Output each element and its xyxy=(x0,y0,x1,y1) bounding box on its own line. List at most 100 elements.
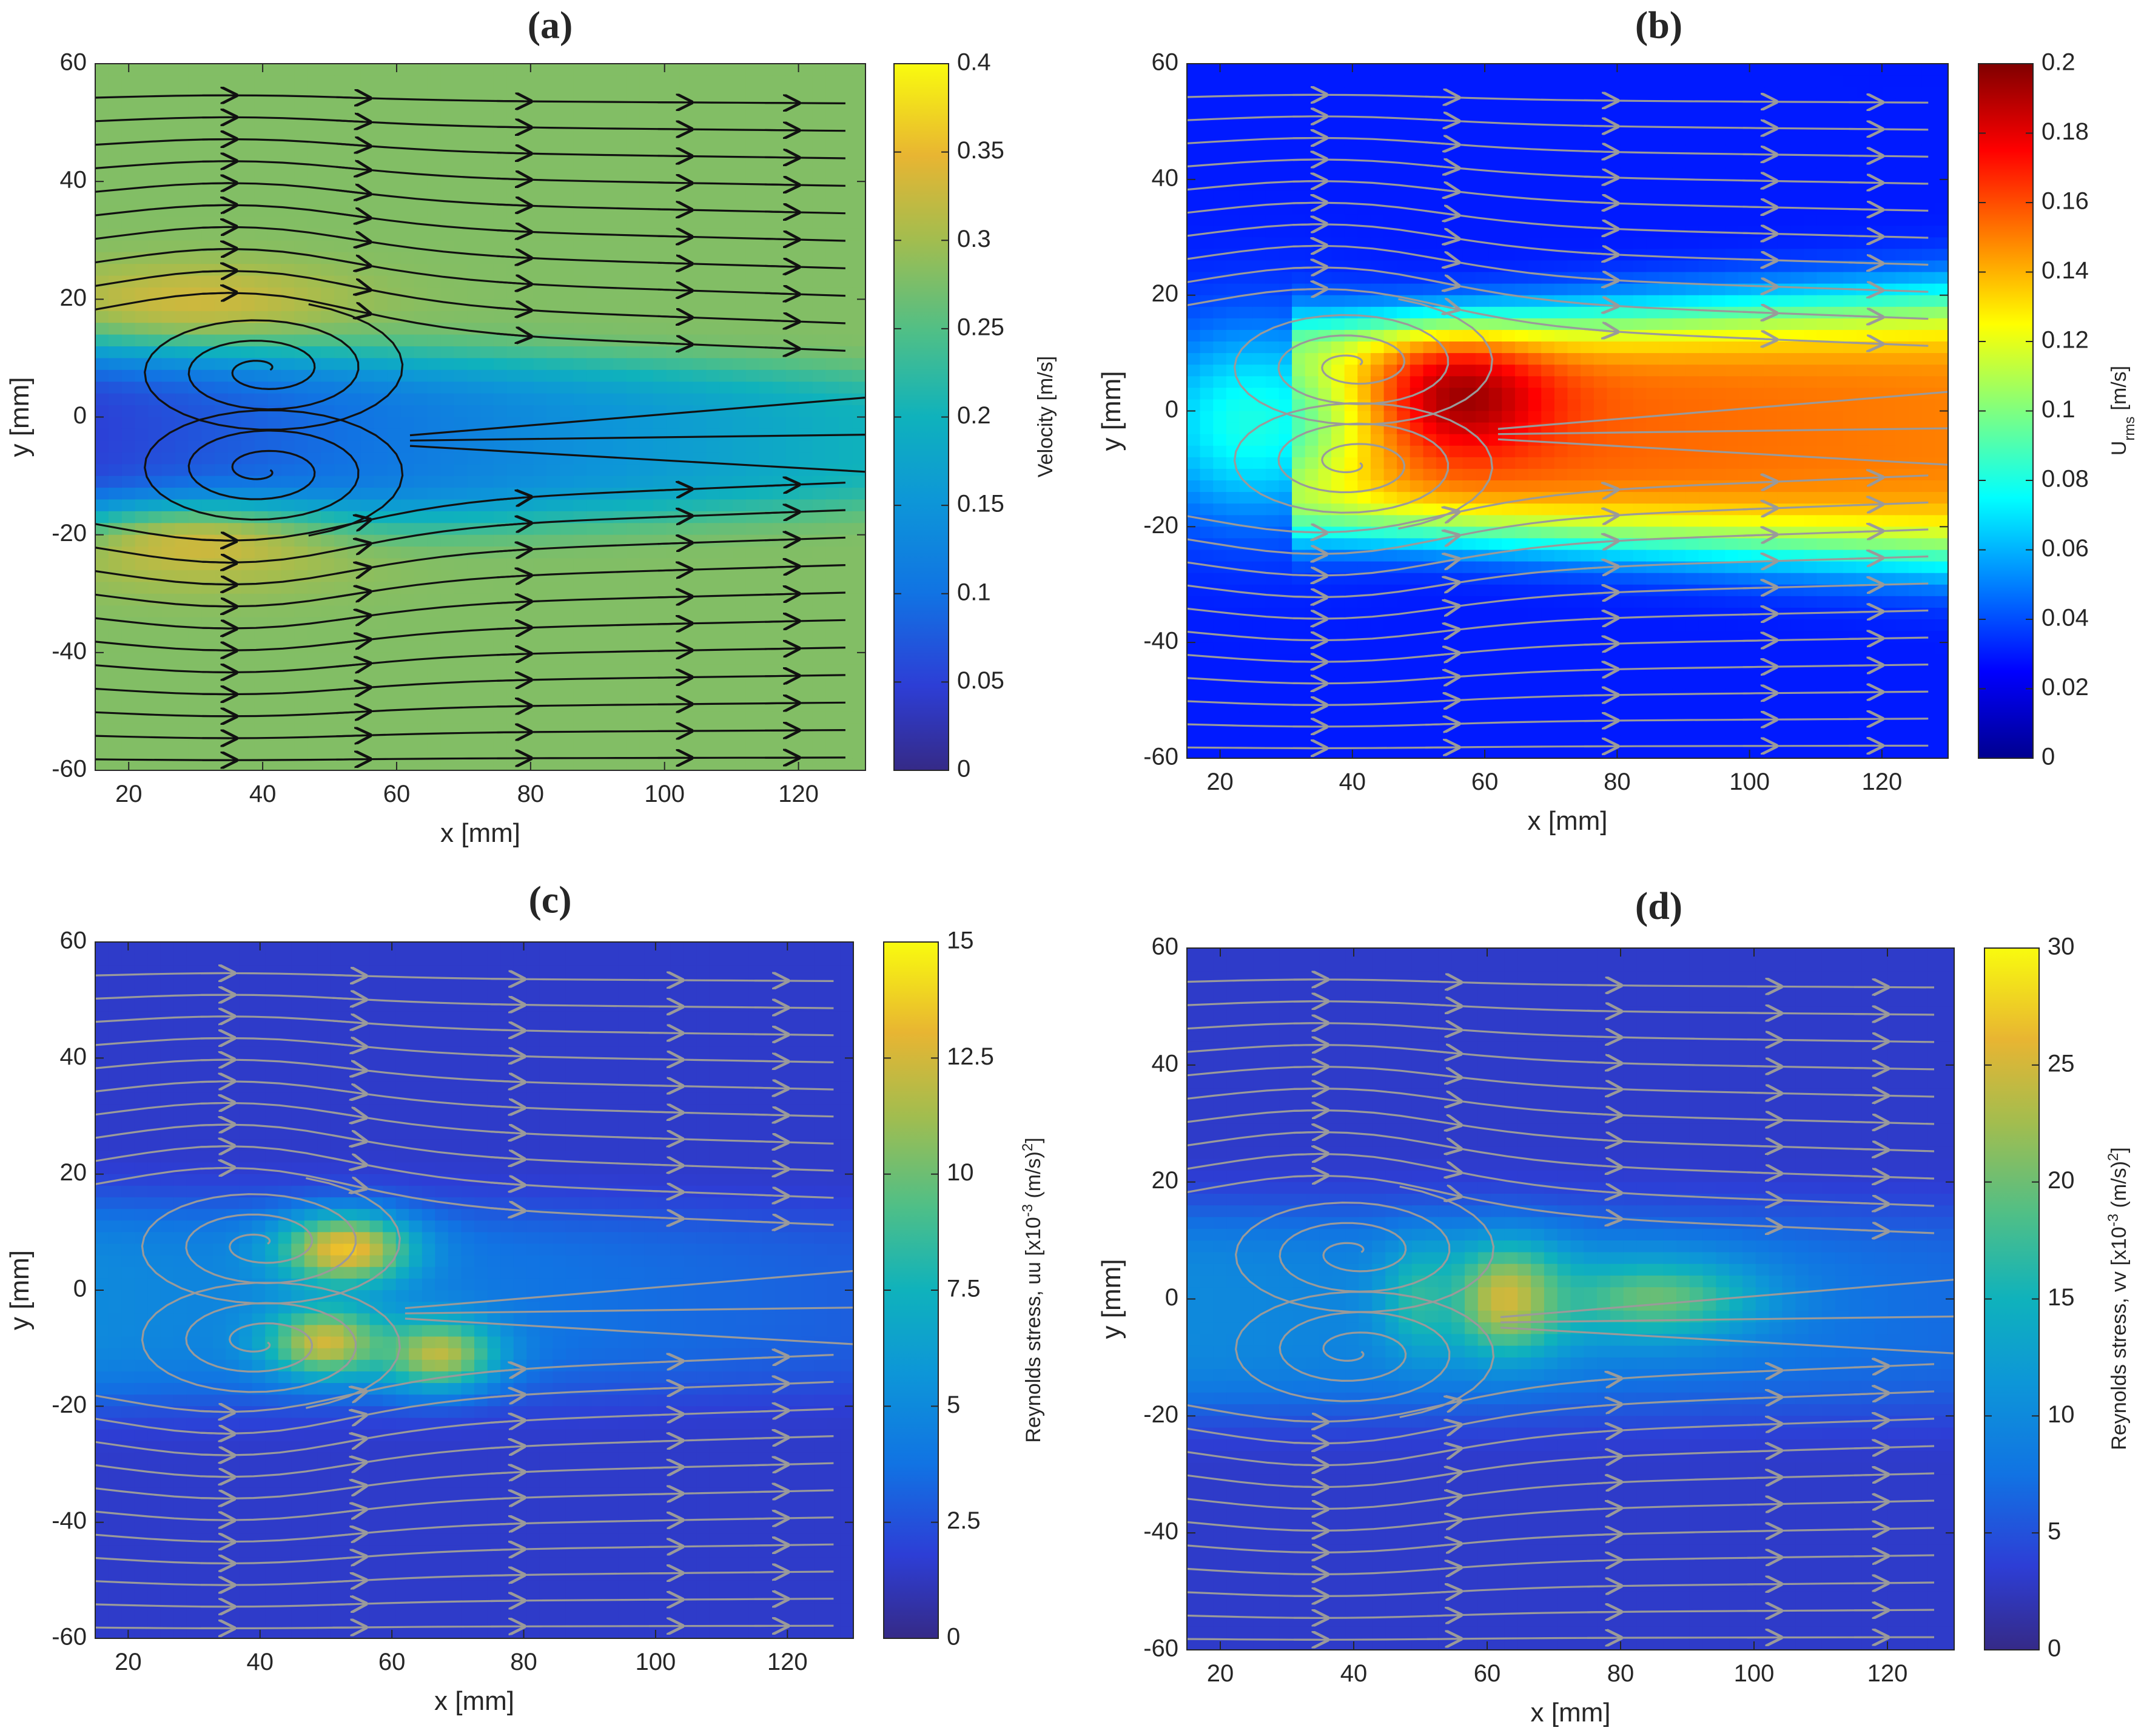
heatmap-cell xyxy=(719,334,733,347)
heatmap-cell xyxy=(653,664,667,677)
heatmap-cell xyxy=(294,440,309,453)
heatmap-cell xyxy=(1292,167,1306,180)
heatmap-cell xyxy=(1331,561,1345,574)
heatmap-cell xyxy=(1357,167,1371,180)
heatmap-cell xyxy=(241,558,255,571)
heatmap-cell xyxy=(1187,688,1201,701)
heatmap-cell xyxy=(1318,156,1332,169)
heatmap-cell xyxy=(108,181,123,194)
heatmap-cell xyxy=(254,228,269,241)
heatmap-cell xyxy=(467,452,481,465)
heatmap-cell xyxy=(1344,64,1359,76)
heatmap-cell xyxy=(719,158,733,170)
heatmap-cell xyxy=(1239,272,1254,284)
heatmap-cell xyxy=(706,64,721,76)
heatmap-cell xyxy=(454,711,468,724)
heatmap-cell xyxy=(506,534,521,548)
heatmap-cell xyxy=(1318,295,1332,308)
heatmap-cell xyxy=(1410,411,1424,423)
heatmap-cell xyxy=(825,346,840,359)
heatmap-cell xyxy=(414,476,428,488)
heatmap-cell xyxy=(148,558,163,571)
heatmap-cell xyxy=(201,240,216,253)
heatmap-cell xyxy=(95,664,109,677)
heatmap-cell xyxy=(1383,411,1398,423)
heatmap-cell xyxy=(241,228,255,241)
heatmap-cell xyxy=(1344,642,1359,655)
heatmap-cell xyxy=(493,181,508,194)
heatmap-cell xyxy=(639,723,654,736)
heatmap-cell xyxy=(175,169,189,183)
heatmap-cell xyxy=(785,158,800,170)
heatmap-cell xyxy=(799,699,813,712)
heatmap-cell xyxy=(1344,573,1359,585)
heatmap-cell xyxy=(759,428,773,442)
heatmap-cell xyxy=(121,452,136,465)
heatmap-cell xyxy=(573,264,588,277)
heatmap-cell xyxy=(121,358,136,371)
heatmap-cell xyxy=(1279,422,1293,435)
heatmap-cell xyxy=(414,405,428,418)
heatmap-cell xyxy=(1265,619,1280,632)
heatmap-cell xyxy=(1292,203,1306,215)
heatmap-cell xyxy=(719,393,733,406)
heatmap-cell xyxy=(1239,584,1254,597)
heatmap-cell xyxy=(374,311,388,324)
heatmap-cell xyxy=(1305,341,1319,354)
heatmap-cell xyxy=(360,99,375,112)
heatmap-cell xyxy=(108,264,123,277)
heatmap-cell xyxy=(546,323,561,335)
heatmap-cell xyxy=(1200,735,1214,747)
heatmap-cell xyxy=(1213,619,1227,632)
heatmap-cell xyxy=(613,323,627,335)
heatmap-cell xyxy=(135,405,149,418)
heatmap-cell xyxy=(733,723,747,736)
heatmap-cell xyxy=(267,252,282,265)
heatmap-cell xyxy=(1370,457,1385,469)
heatmap-cell xyxy=(281,87,295,100)
heatmap-cell xyxy=(666,369,681,383)
heatmap-cell xyxy=(334,287,348,300)
heatmap-cell xyxy=(334,735,348,748)
heatmap-cell xyxy=(254,629,269,642)
heatmap-cell xyxy=(414,735,428,748)
heatmap-cell xyxy=(215,476,229,488)
heatmap-cell xyxy=(785,123,800,135)
heatmap-cell xyxy=(175,275,189,288)
heatmap-cell xyxy=(374,711,388,724)
heatmap-cell xyxy=(1410,75,1424,88)
heatmap-cell xyxy=(1462,98,1476,111)
heatmap-cell xyxy=(639,417,654,429)
heatmap-cell xyxy=(839,735,853,748)
heatmap-cell xyxy=(812,547,827,559)
heatmap-cell xyxy=(772,252,787,265)
heatmap-cell xyxy=(613,523,627,536)
heatmap-cell xyxy=(493,334,508,347)
heatmap-cell xyxy=(175,123,189,135)
heatmap-cell xyxy=(1279,214,1293,227)
heatmap-cell xyxy=(201,123,216,135)
heatmap-cell xyxy=(281,758,295,770)
heatmap-cell xyxy=(825,299,840,312)
heatmap-cell xyxy=(440,452,455,465)
heatmap-cell xyxy=(613,382,627,394)
heatmap-cell xyxy=(241,64,255,76)
heatmap-cell xyxy=(679,275,694,288)
heatmap-cell xyxy=(1423,746,1437,758)
heatmap-cell xyxy=(613,593,627,607)
heatmap-cell xyxy=(745,664,760,677)
heatmap-cell xyxy=(1239,607,1254,620)
heatmap-cell xyxy=(1292,735,1306,747)
heatmap-cell xyxy=(653,476,667,488)
heatmap-cell xyxy=(719,523,733,536)
heatmap-cell xyxy=(440,641,455,653)
heatmap-cell xyxy=(1449,515,1463,528)
heatmap-cell xyxy=(1370,468,1385,481)
heatmap-cell xyxy=(1252,341,1266,354)
heatmap-cell xyxy=(387,393,402,406)
heatmap-cell xyxy=(560,205,574,218)
heatmap-cell xyxy=(348,735,361,748)
heatmap-cell xyxy=(573,75,588,88)
heatmap-cell xyxy=(374,382,388,394)
heatmap-cell xyxy=(639,346,654,359)
